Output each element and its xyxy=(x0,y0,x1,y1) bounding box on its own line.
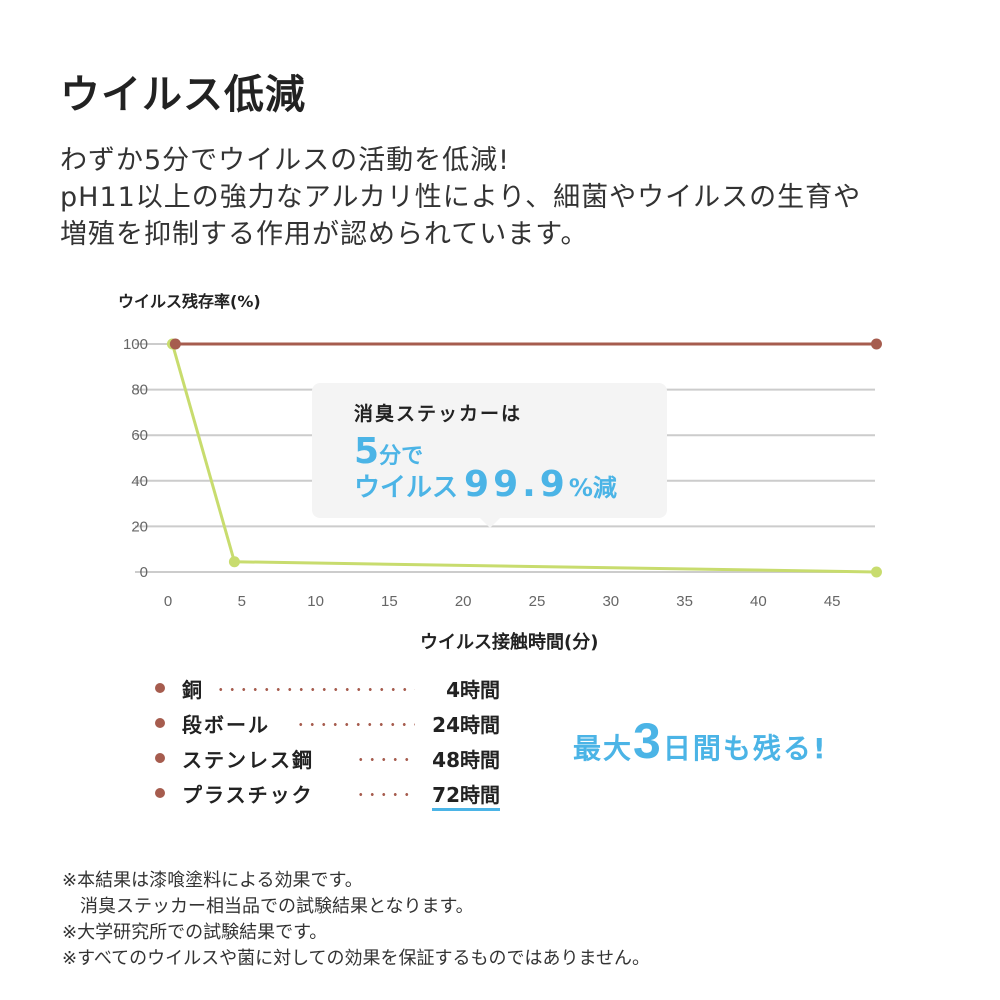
legend-name: 銅 xyxy=(182,678,204,702)
x-tick-label: 5 xyxy=(238,593,246,610)
annotation-5: 5 xyxy=(354,431,380,472)
annotation-highlight: 5分で ウイルス 99.9%減 xyxy=(354,431,617,505)
legend-item: ステンレス鋼 48時間 xyxy=(155,744,500,774)
data-point xyxy=(169,338,181,350)
lead-line: 増殖を抑制する作用が認められています。 xyxy=(60,219,589,250)
callout: 最大3日間も残る! xyxy=(573,712,828,770)
legend-value: 24時間 xyxy=(432,713,500,737)
x-tick-label: 45 xyxy=(824,593,841,610)
bullet-icon xyxy=(155,683,165,693)
page-title: ウイルス低減 xyxy=(60,72,306,118)
lead-line: pH11以上の強力なアルカリ性により、細菌やウイルスの生育や xyxy=(60,182,862,213)
annotation-line1: 消臭ステッカーは xyxy=(354,403,523,425)
bullet-icon xyxy=(155,718,165,728)
data-point xyxy=(228,556,240,568)
footnote: ※大学研究所での試験結果です。 xyxy=(62,922,328,943)
x-tick-label: 25 xyxy=(529,593,546,610)
y-axis-label: ウイルス残存率(%) xyxy=(118,292,261,311)
callout-post: 日間も残る! xyxy=(662,732,828,765)
callout-pre: 最大 xyxy=(573,732,634,765)
dot-leader xyxy=(355,758,415,761)
x-tick-label: 10 xyxy=(307,593,324,610)
data-point xyxy=(870,338,882,350)
y-tick-label: 20 xyxy=(131,518,148,535)
annotation-fun: 分で xyxy=(379,444,424,469)
legend-value: 48時間 xyxy=(432,748,500,772)
legend-name: 段ボール xyxy=(182,713,270,737)
legend-item: 銅 4時間 xyxy=(155,674,500,704)
y-tick-label: 100 xyxy=(123,336,148,353)
legend-item: プラスチック 72時間 xyxy=(155,779,500,811)
x-tick-label: 15 xyxy=(381,593,398,610)
legend-name: プラスチック xyxy=(182,783,314,807)
dot-leader xyxy=(215,688,415,691)
y-tick-label: 40 xyxy=(131,473,148,490)
footnote: 消臭ステッカー相当品での試験結果となります。 xyxy=(62,896,474,917)
x-axis-label: ウイルス接触時間(分) xyxy=(420,632,599,653)
legend-item: 段ボール 24時間 xyxy=(155,709,500,739)
y-tick-label: 60 xyxy=(131,427,148,444)
y-tick-label: 0 xyxy=(140,564,148,581)
callout-num: 3 xyxy=(633,713,663,769)
x-tick-label: 30 xyxy=(602,593,619,610)
lead-line: わずか5分でウイルスの活動を低減! xyxy=(60,145,511,176)
footnote: ※本結果は漆喰塗料による効果です。 xyxy=(62,870,363,891)
legend-value: 4時間 xyxy=(446,678,500,702)
x-tick-label: 20 xyxy=(455,593,472,610)
x-tick-label: 0 xyxy=(164,593,172,610)
bullet-icon xyxy=(155,753,165,763)
footnote: ※すべてのウイルスや菌に対しての効果を保証するものではありません。 xyxy=(62,948,651,969)
data-point xyxy=(870,566,882,578)
dot-leader xyxy=(295,723,415,726)
y-tick-label: 80 xyxy=(131,382,148,399)
annotation-pct: 99.9 xyxy=(464,464,569,505)
annotation-bubble: 消臭ステッカーは 5分で ウイルス 99.9%減 xyxy=(312,383,667,528)
dot-leader xyxy=(355,793,415,796)
annotation-unit: %減 xyxy=(568,474,617,502)
legend-value: 72時間 xyxy=(432,779,500,811)
x-tick-label: 40 xyxy=(750,593,767,610)
x-tick-label: 35 xyxy=(676,593,693,610)
bullet-icon xyxy=(155,788,165,798)
legend-name: ステンレス鋼 xyxy=(182,748,314,772)
annotation-virus: ウイルス xyxy=(354,473,459,503)
